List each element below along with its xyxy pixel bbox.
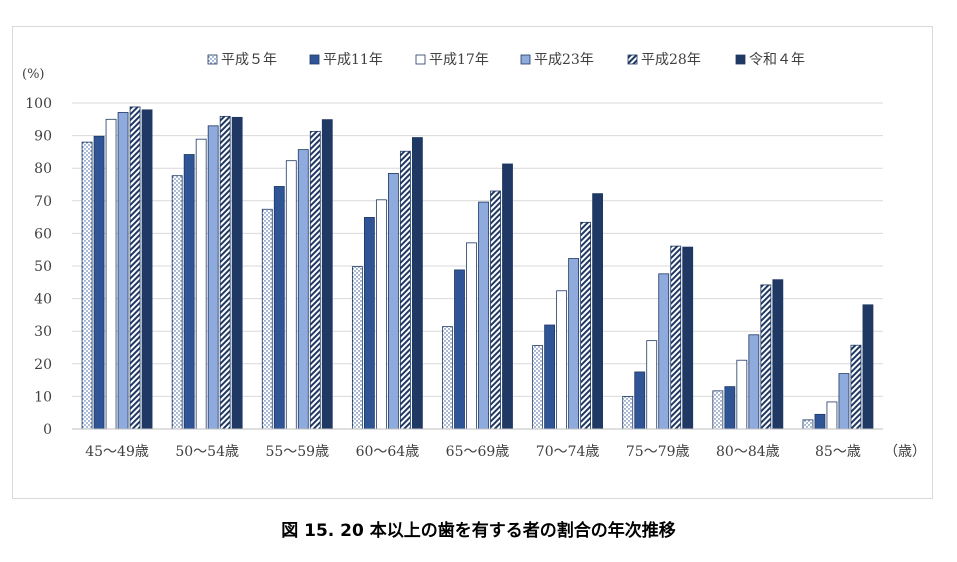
x-tick-label: 50〜54歳 — [175, 444, 239, 460]
y-tick-label: 30 — [34, 324, 52, 340]
bar — [544, 324, 556, 430]
bar-chart: 0 10 20 30 40 50 60 70 80 90 100 45〜49歳 50〜54歳 55〜59… — [22, 52, 926, 460]
bar — [850, 344, 862, 430]
bar — [195, 138, 207, 430]
bar — [682, 246, 694, 430]
bar — [117, 112, 129, 430]
bar — [826, 401, 838, 430]
bar — [129, 106, 141, 430]
y-tick-label: 80 — [34, 161, 52, 177]
y-tick-label: 90 — [34, 129, 52, 145]
bar — [658, 273, 670, 430]
x-axis-unit-label: （歳） — [884, 444, 926, 460]
bar — [387, 173, 399, 430]
bar — [466, 242, 477, 430]
bar — [838, 373, 850, 430]
bar — [532, 345, 544, 430]
bar — [105, 118, 117, 430]
legend-label: 平成５年 — [221, 52, 277, 68]
bar — [171, 175, 183, 430]
y-tick-label: 70 — [34, 194, 52, 210]
bar — [736, 359, 748, 430]
x-tick-label: 70〜74歳 — [536, 444, 600, 460]
bar — [814, 413, 826, 430]
bar — [285, 160, 297, 430]
figure-caption: 図 15. 20 本以上の歯を有する者の割合の年次推移 — [281, 521, 676, 541]
legend-label: 平成11年 — [323, 52, 383, 68]
legend: 平成５年 平成11年 平成17年 平成23年 平成28年 令和４年 — [207, 52, 805, 68]
y-tick-label: 50 — [34, 259, 52, 275]
legend-swatch — [207, 54, 218, 65]
bar — [760, 284, 772, 430]
bar — [670, 245, 682, 430]
x-tick-label: 65〜69歳 — [446, 444, 510, 460]
bar — [183, 154, 195, 430]
bar — [261, 208, 273, 430]
x-tick-label: 75〜79歳 — [626, 444, 690, 460]
legend-swatch — [735, 54, 746, 65]
bar — [634, 371, 646, 430]
x-tick-label: 85〜歳 — [815, 444, 861, 460]
bar — [411, 137, 423, 430]
legend-label: 平成23年 — [534, 52, 594, 68]
legend-label: 令和４年 — [749, 52, 805, 68]
bar — [399, 150, 411, 430]
bar — [556, 290, 568, 430]
y-tick-label: 60 — [34, 226, 52, 242]
bar — [568, 258, 580, 430]
bar — [297, 149, 309, 430]
bar — [321, 119, 333, 430]
axes: 45〜49歳 50〜54歳 55〜59歳 60〜64歳 65〜69歳 70〜74歳 75〜7… — [72, 428, 883, 460]
bar — [309, 130, 321, 430]
bar — [93, 135, 105, 430]
bar — [748, 334, 760, 430]
bar — [141, 109, 153, 430]
y-tick-label: 40 — [34, 292, 52, 308]
x-tick-label: 55〜59歳 — [265, 444, 329, 460]
legend-swatch — [309, 54, 320, 65]
bar — [646, 340, 658, 430]
bar — [490, 190, 501, 430]
bar — [351, 266, 363, 430]
y-tick-label: 100 — [25, 96, 52, 112]
gridlines: 0 10 20 30 40 50 60 70 80 90 100 — [25, 96, 883, 438]
legend-label: 平成28年 — [641, 52, 701, 68]
bar — [502, 163, 513, 430]
bar — [772, 279, 784, 430]
bar — [207, 125, 219, 430]
x-tick-label: 45〜49歳 — [85, 444, 149, 460]
legend-swatch — [520, 54, 531, 65]
y-tick-label: 20 — [34, 357, 52, 373]
bar — [724, 386, 736, 430]
y-tick-label: 0 — [43, 422, 52, 438]
bar — [622, 395, 634, 430]
x-tick-label: 80〜84歳 — [716, 444, 780, 460]
bar — [592, 193, 604, 430]
bar — [580, 221, 592, 430]
bar — [231, 116, 243, 430]
bar — [712, 390, 724, 430]
bar — [273, 186, 285, 430]
bars — [81, 106, 874, 430]
bar — [375, 199, 387, 430]
bar — [442, 326, 453, 430]
bar — [454, 269, 465, 430]
bar — [81, 141, 93, 430]
bar — [219, 115, 231, 430]
y-axis-label: (%) — [22, 67, 45, 82]
legend-swatch — [627, 54, 638, 65]
x-tick-label: 60〜64歳 — [356, 444, 420, 460]
bar — [363, 217, 375, 430]
legend-label: 平成17年 — [429, 52, 489, 68]
bar — [862, 304, 874, 430]
y-tick-label: 10 — [34, 389, 52, 405]
bar — [478, 201, 489, 430]
legend-swatch — [415, 54, 426, 65]
bar — [802, 419, 814, 430]
